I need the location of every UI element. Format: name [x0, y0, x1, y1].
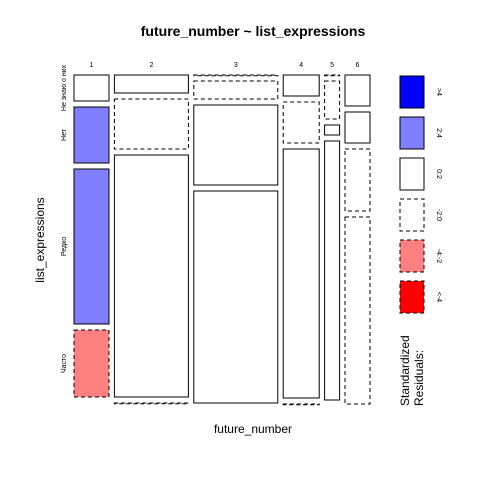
- legend-label-2: 2:4: [435, 128, 442, 138]
- tile-col4-row4: [282, 403, 320, 406]
- legend-label-4: -2:0: [435, 209, 442, 221]
- legend-swatch-5: [399, 239, 425, 273]
- tile-col5-row3: [324, 124, 341, 136]
- tile-col3-row1: [193, 74, 279, 77]
- x-tick-labels: 1 2 3 4 5 6: [90, 62, 360, 69]
- y-tick-1: Не знаю о них: [61, 64, 68, 111]
- tile-col6-row3: [344, 148, 371, 212]
- tile-col6-row4: [344, 216, 371, 405]
- tile-col5-row1: [324, 74, 341, 77]
- x-tick-4: 4: [299, 62, 303, 69]
- tile-col5-row2: [324, 80, 341, 120]
- tile-col5-row4: [324, 140, 341, 401]
- y-tick-labels: Не знаю о них Нет Редко Часто: [61, 64, 68, 373]
- legend-label-1: >4: [435, 88, 442, 96]
- tile-col1-row4: [73, 329, 110, 398]
- legend-label-6: <-4: [435, 292, 442, 302]
- tile-col2-row1: [113, 74, 189, 94]
- x-axis-label: future_number: [214, 422, 292, 436]
- y-tick-3: Редко: [61, 237, 68, 256]
- tile-col6-row2: [344, 111, 371, 144]
- legend: >4 2:4 0:2 -2:0 -4:-2 <-4: [399, 75, 442, 314]
- tile-col1-row1: [73, 74, 110, 102]
- x-tick-2: 2: [149, 62, 153, 69]
- x-tick-5: 5: [330, 62, 334, 69]
- tile-col6-row1: [344, 74, 371, 107]
- tile-col2-row4: [113, 402, 189, 405]
- chart-title: future_number ~ list_expressions: [141, 23, 366, 39]
- y-axis-label: list_expressions: [33, 197, 47, 282]
- legend-label-5: -4:-2: [435, 249, 442, 264]
- x-tick-3: 3: [234, 62, 238, 69]
- tile-col3-row4: [193, 190, 279, 404]
- tile-col4-row3: [282, 148, 320, 399]
- mosaic-tiles: [73, 74, 371, 406]
- tile-col4-row1: [282, 74, 320, 97]
- tile-col4-row2: [282, 101, 320, 144]
- tile-col1-row3: [73, 168, 110, 325]
- tile-col2-row3: [113, 154, 189, 398]
- y-tick-2: Нет: [61, 128, 68, 141]
- legend-swatch-3: [399, 157, 425, 191]
- legend-swatch-1: [399, 75, 425, 109]
- legend-swatch-2: [399, 116, 425, 150]
- legend-label-3: 0:2: [435, 169, 442, 179]
- legend-swatch-4: [399, 198, 425, 232]
- tile-col3-row2: [193, 80, 279, 100]
- tile-col3-row3: [193, 104, 279, 186]
- legend-title-line2: Residuals:: [412, 350, 426, 406]
- y-tick-4: Часто: [61, 354, 68, 373]
- legend-swatch-6: [399, 280, 425, 314]
- x-tick-6: 6: [356, 62, 360, 69]
- x-tick-1: 1: [90, 62, 94, 69]
- legend-title-line1: Standardized: [398, 335, 412, 406]
- tile-col2-row2: [113, 98, 189, 150]
- tile-col1-row2: [73, 106, 110, 164]
